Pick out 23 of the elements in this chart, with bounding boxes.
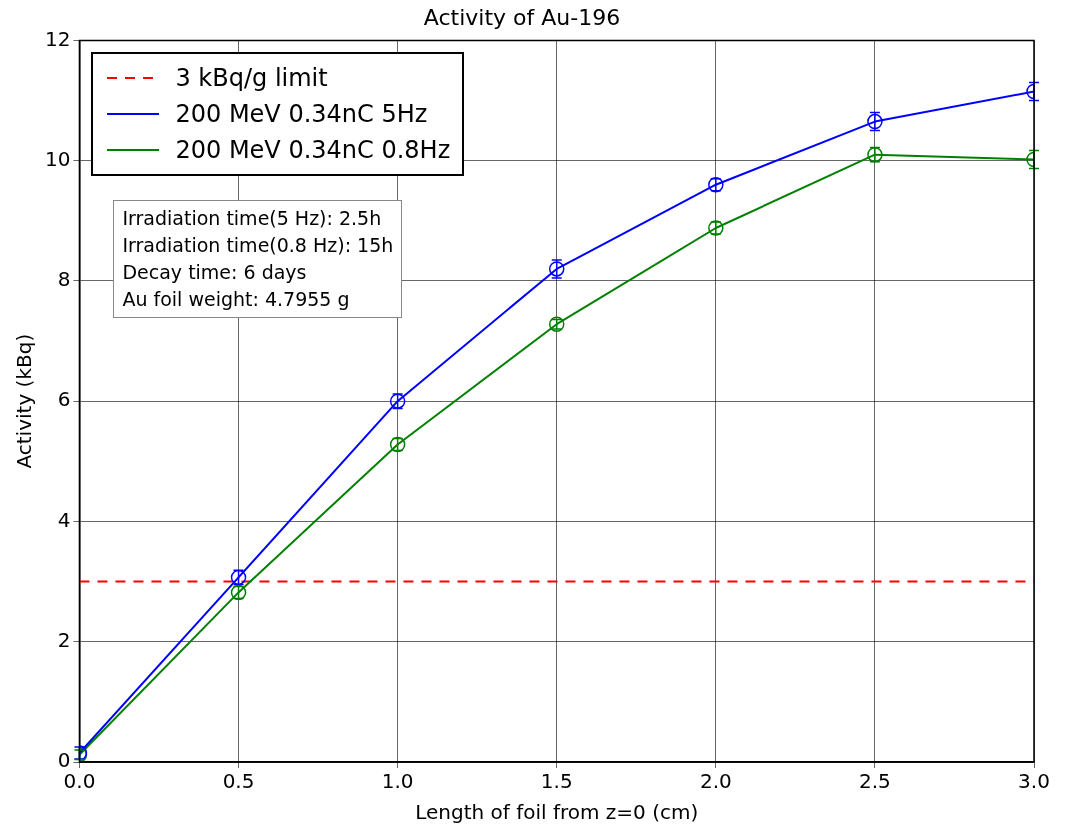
x-tick-label: 2.0 [699,769,732,794]
annotation: Au foil weight: 4.7955 g [122,287,351,313]
y-tick-label: 6 [57,387,71,412]
x-tick-label: 3.0 [1018,769,1050,794]
y-tick-label: 10 [45,146,71,171]
x-tick-label: 1.0 [381,769,414,794]
x-tick-label: 1.5 [540,769,573,794]
x-tick-label: 2.5 [859,769,891,794]
y-tick-label: 4 [57,507,71,532]
y-axis-title: Activity (kBq) [12,333,37,469]
legend-label: 200 MeV 0.34nC 0.8Hz [175,136,451,165]
y-tick-label: 2 [57,627,71,652]
annotation: Irradiation time(0.8 Hz): 15h [122,233,394,259]
point [230,584,247,601]
y-tick-label: 8 [57,267,71,292]
legend-label: 200 MeV 0.34nC 5Hz [175,100,428,129]
y-tick-label: 12 [45,26,71,51]
x-axis-title: Length of foil from z=0 (cm) [415,800,699,825]
x-tick-label: 0.5 [222,769,255,794]
chart-title: Activity of Au-196 [423,4,621,30]
annotation: Irradiation time(5 Hz): 2.5h [122,206,383,232]
annotation: Decay time: 6 days [122,260,308,286]
legend-label: 3 kBq/g limit [175,64,328,93]
